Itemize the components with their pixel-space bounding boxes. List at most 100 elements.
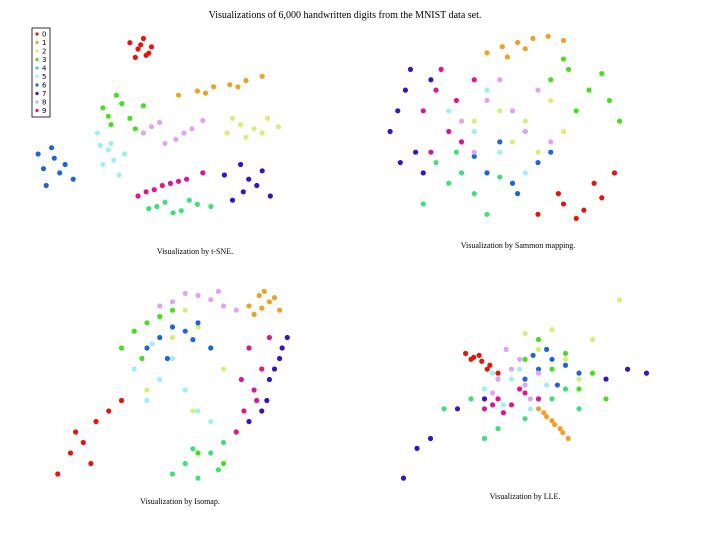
point <box>140 35 146 42</box>
point <box>517 366 523 372</box>
point <box>535 336 542 343</box>
point <box>603 376 609 382</box>
point <box>175 178 182 184</box>
point <box>233 307 239 313</box>
point <box>208 450 214 456</box>
point <box>560 56 567 62</box>
point <box>93 418 99 425</box>
caption: Visualization by Sammon mapping. <box>461 241 576 250</box>
legend-label: 2 <box>42 48 46 56</box>
point <box>157 303 163 309</box>
point <box>552 422 558 428</box>
point <box>181 130 187 136</box>
point <box>182 387 188 393</box>
point <box>576 376 582 382</box>
point <box>118 345 125 351</box>
point <box>251 311 257 317</box>
point <box>560 201 567 207</box>
point <box>549 418 555 424</box>
point <box>581 207 587 213</box>
point <box>509 139 516 145</box>
point <box>135 46 141 52</box>
point <box>200 170 206 176</box>
point <box>544 346 550 352</box>
legend-marker <box>35 83 39 87</box>
point <box>259 168 265 174</box>
point <box>495 376 501 382</box>
point <box>454 406 461 412</box>
point <box>387 128 393 135</box>
point <box>182 307 188 313</box>
legend-label: 0 <box>42 31 46 39</box>
point <box>169 355 176 362</box>
point <box>108 140 114 147</box>
point <box>453 97 459 104</box>
point <box>266 376 272 383</box>
point <box>132 126 138 132</box>
point <box>246 418 252 425</box>
point <box>471 118 477 124</box>
point <box>195 450 201 456</box>
point <box>195 320 201 326</box>
point <box>490 370 496 376</box>
point <box>573 108 579 114</box>
point <box>264 397 270 404</box>
point <box>504 54 510 60</box>
point <box>195 475 201 481</box>
point <box>108 122 114 128</box>
point <box>215 288 221 294</box>
point <box>116 172 122 178</box>
point <box>267 193 273 199</box>
point <box>453 149 459 155</box>
point <box>490 390 496 396</box>
point <box>138 42 144 48</box>
point <box>119 101 125 107</box>
legend-label: 6 <box>42 82 47 90</box>
point <box>266 299 272 305</box>
point <box>251 387 257 393</box>
point <box>208 418 214 425</box>
point <box>544 382 550 388</box>
point <box>420 108 426 114</box>
point <box>246 176 252 182</box>
point <box>184 176 190 182</box>
legend-label: 4 <box>42 65 47 73</box>
point <box>277 307 283 313</box>
point <box>438 66 444 72</box>
point <box>484 50 490 56</box>
point <box>229 115 236 121</box>
point <box>235 84 241 90</box>
point <box>484 87 490 93</box>
point <box>586 87 592 93</box>
point <box>284 334 290 341</box>
point <box>157 376 163 383</box>
point <box>189 126 195 132</box>
point <box>500 410 506 416</box>
point <box>190 408 196 414</box>
point <box>509 108 516 114</box>
point <box>194 88 200 94</box>
point <box>562 350 569 356</box>
point <box>144 320 150 326</box>
point <box>131 328 137 334</box>
point <box>175 92 182 98</box>
point <box>220 366 227 372</box>
point <box>428 77 434 83</box>
point <box>548 97 554 104</box>
point <box>127 40 133 46</box>
point <box>118 397 125 404</box>
point <box>508 402 515 408</box>
point <box>132 54 138 61</box>
point <box>433 87 439 93</box>
point <box>549 396 555 402</box>
point <box>275 124 281 130</box>
point <box>106 408 112 414</box>
point <box>500 402 506 408</box>
point <box>441 406 447 412</box>
point <box>105 147 111 153</box>
point <box>549 356 555 362</box>
point <box>471 153 477 159</box>
point <box>40 166 47 172</box>
point <box>484 97 490 104</box>
